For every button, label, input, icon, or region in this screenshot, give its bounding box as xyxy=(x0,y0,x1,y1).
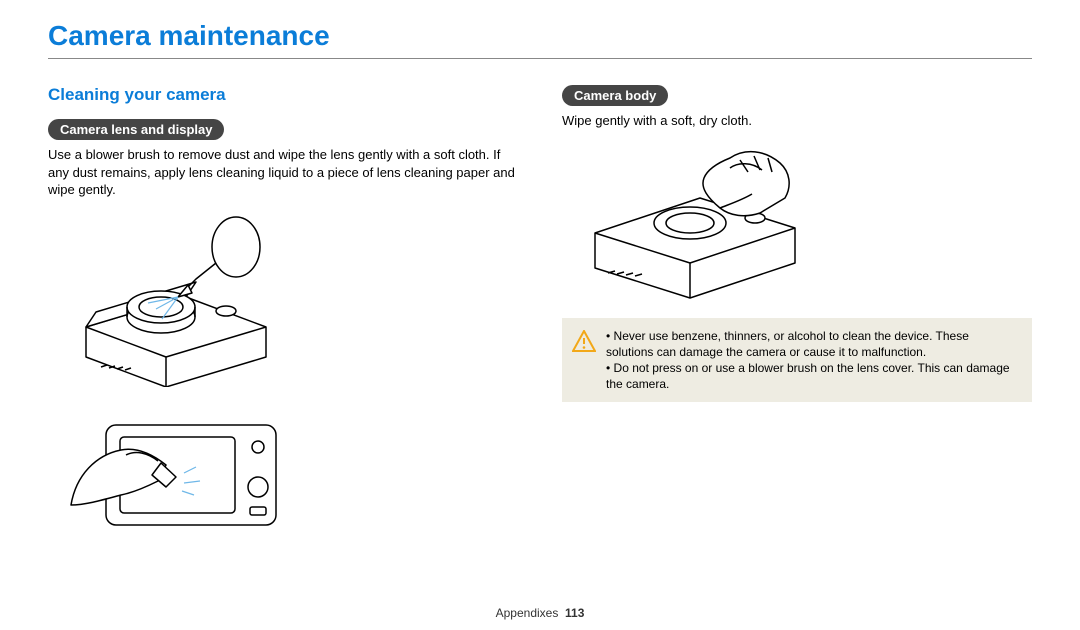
page-footer: Appendixes 113 xyxy=(0,606,1080,620)
two-column-layout: Cleaning your camera Camera lens and dis… xyxy=(48,85,1032,553)
illustration-wipe-display xyxy=(66,395,286,545)
left-column: Cleaning your camera Camera lens and dis… xyxy=(48,85,518,553)
caution-item: Never use benzene, thinners, or alcohol … xyxy=(606,328,1018,360)
illustration-blower-lens xyxy=(66,207,286,387)
illustration-wipe-body xyxy=(580,138,810,308)
text-lens-display: Use a blower brush to remove dust and wi… xyxy=(48,146,518,199)
warning-icon xyxy=(572,330,596,352)
caution-item: Do not press on or use a blower brush on… xyxy=(606,360,1018,392)
section-title-cleaning: Cleaning your camera xyxy=(48,85,518,105)
pill-lens-display: Camera lens and display xyxy=(48,119,224,140)
footer-label: Appendixes xyxy=(496,606,559,620)
caution-box: Never use benzene, thinners, or alcohol … xyxy=(562,318,1032,403)
caution-list: Never use benzene, thinners, or alcohol … xyxy=(606,328,1018,393)
pill-camera-body: Camera body xyxy=(562,85,668,106)
right-column: Camera body Wipe gently with a soft, dry… xyxy=(562,85,1032,553)
text-camera-body: Wipe gently with a soft, dry cloth. xyxy=(562,112,1032,130)
page-title: Camera maintenance xyxy=(48,20,1032,59)
footer-page-number: 113 xyxy=(565,606,584,620)
